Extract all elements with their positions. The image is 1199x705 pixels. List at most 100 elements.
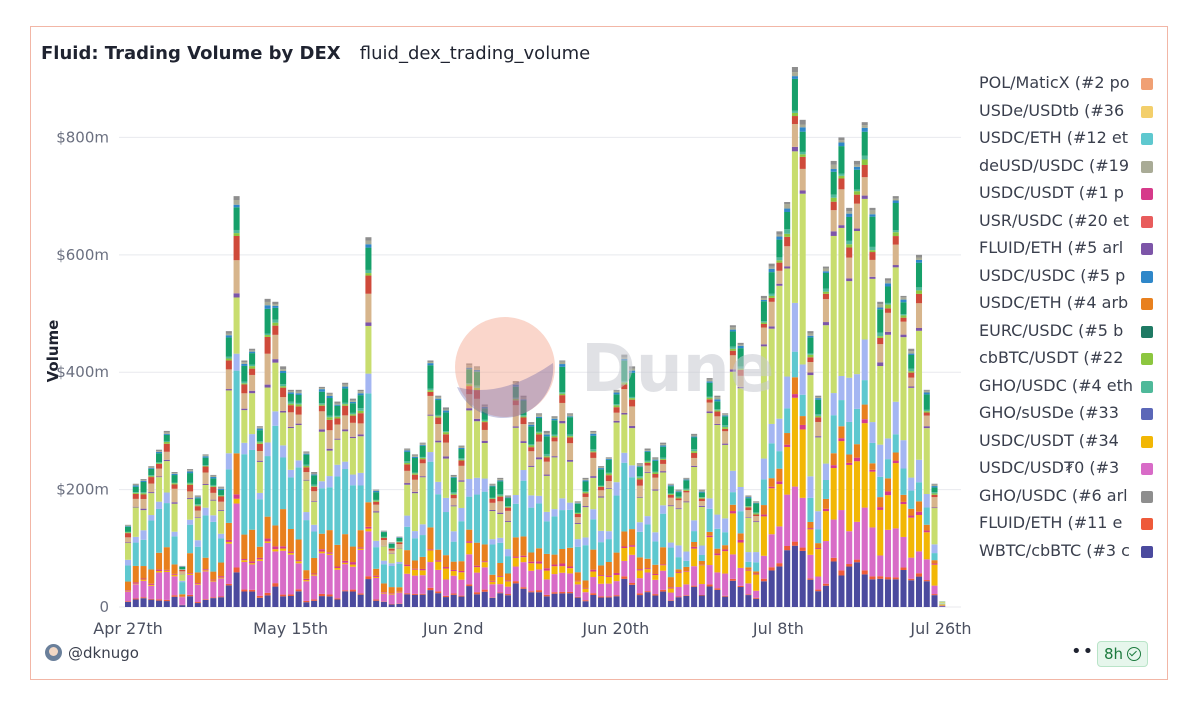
legend-item[interactable]: GHO/USDC (#4 eth [979, 376, 1157, 403]
bar-segment [667, 592, 674, 601]
bar-segment [528, 552, 535, 562]
bar-segment [815, 437, 822, 512]
bar-segment [156, 599, 163, 601]
legend-item[interactable]: cbBTC/USDT (#22 [979, 348, 1157, 375]
bar-segment [915, 257, 923, 260]
refresh-status-badge[interactable]: 8h [1097, 641, 1149, 667]
legend-item[interactable]: USR/USDC (#20 et [979, 211, 1157, 238]
bar-segment [256, 499, 263, 547]
bar-segment [132, 542, 139, 566]
bar-segment [629, 583, 636, 585]
bar-segment [884, 495, 892, 530]
bar-segment [791, 67, 798, 73]
bar-segment [249, 353, 256, 365]
bar-segment [768, 570, 775, 607]
bar-segment [528, 426, 535, 445]
legend-item[interactable]: GHO/USDC (#6 arl [979, 486, 1157, 513]
bar-segment [861, 570, 868, 575]
legend-item[interactable]: WBTC/cbBTC (#3 c [979, 541, 1157, 568]
bar-segment [815, 421, 822, 437]
bar-segment [567, 417, 574, 435]
legend-item[interactable]: POL/MaticX (#2 po [979, 73, 1157, 100]
legend-label: EURC/USDC (#5 b [979, 320, 1124, 340]
legend-item[interactable]: USDC/ETH (#12 et [979, 128, 1157, 155]
bar-segment [675, 492, 682, 497]
bar-segment [210, 475, 217, 478]
bar-segment [582, 477, 589, 480]
bar-segment [380, 601, 387, 607]
legend-item[interactable]: EURC/USDC (#5 b [979, 321, 1157, 348]
bar-segment [551, 437, 558, 442]
bar-segment [613, 495, 620, 553]
bar-segment [636, 570, 643, 579]
bar-segment [869, 252, 876, 260]
legend-item[interactable]: USDC/ETH (#4 arb [979, 293, 1157, 320]
bar-segment [737, 542, 744, 568]
bar-segment [877, 337, 884, 345]
bar-segment [512, 384, 519, 387]
bar-segment [768, 478, 775, 487]
author[interactable]: @dknugo [45, 644, 139, 662]
bar-segment [706, 586, 713, 607]
bar-segment [644, 592, 651, 607]
legend-item[interactable]: FLUID/ETH (#5 arl [979, 238, 1157, 265]
bar-segment [365, 373, 372, 394]
bar-segment [388, 563, 395, 566]
bar-segment [140, 494, 147, 499]
bar-segment [202, 571, 209, 600]
bar-segment [334, 599, 341, 607]
legend-item[interactable]: USDC/USD₮0 (#3 [979, 458, 1157, 485]
legend-item[interactable]: deUSD/USDC (#19 [979, 156, 1157, 183]
legend-item[interactable]: FLUID/ETH (#11 e [979, 513, 1157, 540]
legend-item[interactable]: USDC/USDT (#1 p [979, 183, 1157, 210]
bar-segment [148, 476, 155, 478]
legend-item[interactable]: USDC/USDT (#34 [979, 431, 1157, 458]
bar-segment [357, 472, 364, 486]
bar-segment [869, 442, 876, 464]
bar-segment [427, 550, 434, 563]
bar-segment [380, 532, 387, 537]
bar-segment [218, 510, 225, 534]
chart-title[interactable]: Fluid: Trading Volume by DEX [41, 43, 341, 64]
bar-segment [349, 438, 356, 475]
bar-segment [667, 486, 674, 494]
bar-segment [846, 211, 853, 214]
bar-segment [636, 466, 643, 468]
bar-segment [411, 538, 418, 561]
bar-segment [326, 417, 333, 420]
bar-segment [349, 403, 356, 413]
bar-segment [613, 596, 620, 607]
bar-segment [838, 441, 845, 511]
bar-segment [551, 554, 558, 565]
bar-segment [598, 575, 605, 584]
bar-segment [326, 596, 333, 607]
bar-segment [567, 593, 574, 607]
bar-segment [729, 369, 736, 372]
bar-segment [822, 511, 829, 542]
bar-segment [202, 466, 209, 473]
bar-segment [815, 591, 822, 607]
bar-segment [861, 127, 868, 132]
more-horizontal-icon[interactable]: ••• [1071, 641, 1106, 662]
bar-segment [326, 530, 333, 553]
bar-segment [132, 507, 139, 537]
query-name[interactable]: fluid_dex_trading_volume [359, 43, 591, 64]
legend-item[interactable]: USDC/USDC (#5 p [979, 266, 1157, 293]
bar-segment [822, 268, 829, 272]
bar-segment [249, 449, 256, 530]
bar-segment [660, 589, 667, 592]
bar-segment [225, 583, 232, 586]
bar-segment [528, 507, 535, 553]
legend-item[interactable]: USDe/USDtb (#36 [979, 101, 1157, 128]
bar-segment [373, 600, 380, 607]
legend-item[interactable]: GHO/sUSDe (#33 [979, 403, 1157, 430]
bar-segment [303, 465, 310, 468]
bar-segment [567, 591, 574, 594]
bar-segment [543, 433, 550, 435]
bar-segment [869, 576, 876, 580]
bar-segment [225, 469, 232, 523]
bar-segment [520, 557, 527, 563]
bar-segment [590, 457, 597, 477]
bar-segment [264, 456, 271, 517]
bar-segment [559, 510, 566, 549]
